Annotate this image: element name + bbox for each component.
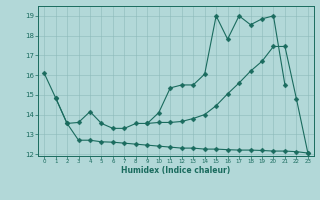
X-axis label: Humidex (Indice chaleur): Humidex (Indice chaleur): [121, 166, 231, 175]
